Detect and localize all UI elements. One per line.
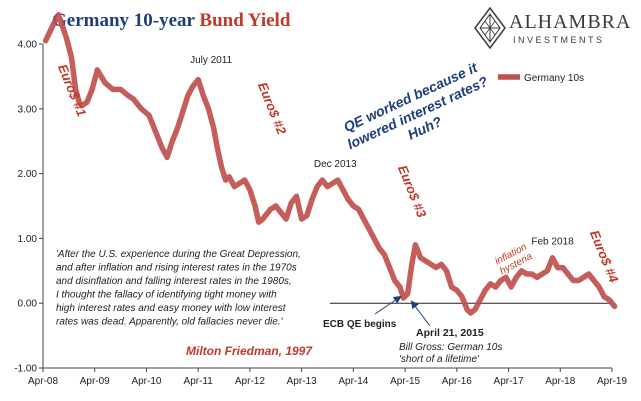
x-tick-label: Apr-13 xyxy=(287,376,317,387)
episode-label-3: Euro$ #3 xyxy=(395,163,430,220)
x-tick-label: Apr-08 xyxy=(28,376,58,387)
x-tick-label: Apr-14 xyxy=(338,376,368,387)
quote-line: and disinflation and falling interest ra… xyxy=(56,276,292,287)
ecb-qe-label: ECB QE begins xyxy=(323,319,397,330)
chart-annotations: July 2011 Dec 2013 Feb 2018 Euro$ #1 Euro$ #… xyxy=(55,55,622,365)
ecb-arrow xyxy=(374,295,402,315)
quote-author: Milton Friedman, 1997 xyxy=(186,344,313,358)
bill-gross-line: Bill Gross: German 10s xyxy=(399,342,502,353)
quote-line: rates was dead. Apparently, old fallacie… xyxy=(56,317,284,328)
episode-label-2: Euro$ #2 xyxy=(255,80,290,137)
point-label-0: July 2011 xyxy=(190,55,233,66)
x-tick-label: Apr-15 xyxy=(390,376,420,387)
legend: Germany 10s xyxy=(498,73,584,84)
x-tick-label: Apr-09 xyxy=(80,376,110,387)
point-label-2: Feb 2018 xyxy=(531,237,574,248)
x-tick-label: Apr-11 xyxy=(184,376,214,387)
x-tick-label: Apr-18 xyxy=(545,376,575,387)
april-arrow xyxy=(410,300,431,327)
quote-line: 'After the U.S. experience during the Gr… xyxy=(56,249,301,260)
chart-title-highlight: Bund Yield xyxy=(199,10,291,31)
quote-line: I thought the fallacy of identifying tig… xyxy=(56,290,277,301)
series-line-germany-10s xyxy=(42,12,618,316)
quote-line: high interest rates and easy money with … xyxy=(56,303,287,314)
x-tick-label: Apr-19 xyxy=(597,376,627,387)
x-tick-label: Apr-17 xyxy=(494,376,524,387)
y-tick-label: 1.00 xyxy=(18,234,38,245)
episode-label-1: Euro$ #1 xyxy=(55,62,89,119)
x-tick-label: Apr-12 xyxy=(235,376,265,387)
logo-name: ALHAMBRA xyxy=(509,11,632,33)
point-label-1: Dec 2013 xyxy=(314,159,357,170)
quote-line: and after inflation and rising interest … xyxy=(56,263,297,274)
chart-title-main: Germany 10-year xyxy=(52,10,200,31)
diamond-logo-icon xyxy=(474,6,506,50)
chart-axes: -1.00 0.00 1.00 2.00 3.00 4.00 Apr-08 Apr-09 Apr… xyxy=(14,40,627,388)
y-tick-label: 0.00 xyxy=(18,299,38,310)
alhambra-logo: ALHAMBRA INVESTMENTS xyxy=(473,6,633,52)
logo-subtitle: INVESTMENTS xyxy=(513,35,605,45)
legend-label: Germany 10s xyxy=(524,73,584,84)
y-tick-label: 2.00 xyxy=(18,169,38,180)
y-tick-label: 3.00 xyxy=(18,104,38,115)
x-tick-label: Apr-10 xyxy=(131,376,161,387)
y-tick-label: -1.00 xyxy=(14,364,37,375)
chart-title: Germany 10-year Bund Yield xyxy=(52,10,290,32)
bill-gross-line: 'short of a lifetime' xyxy=(399,354,480,365)
april-21-label: April 21, 2015 xyxy=(416,327,484,339)
x-tick-label: Apr-16 xyxy=(442,376,472,387)
y-tick-label: 4.00 xyxy=(18,40,38,51)
series-germany-10s xyxy=(42,12,618,316)
